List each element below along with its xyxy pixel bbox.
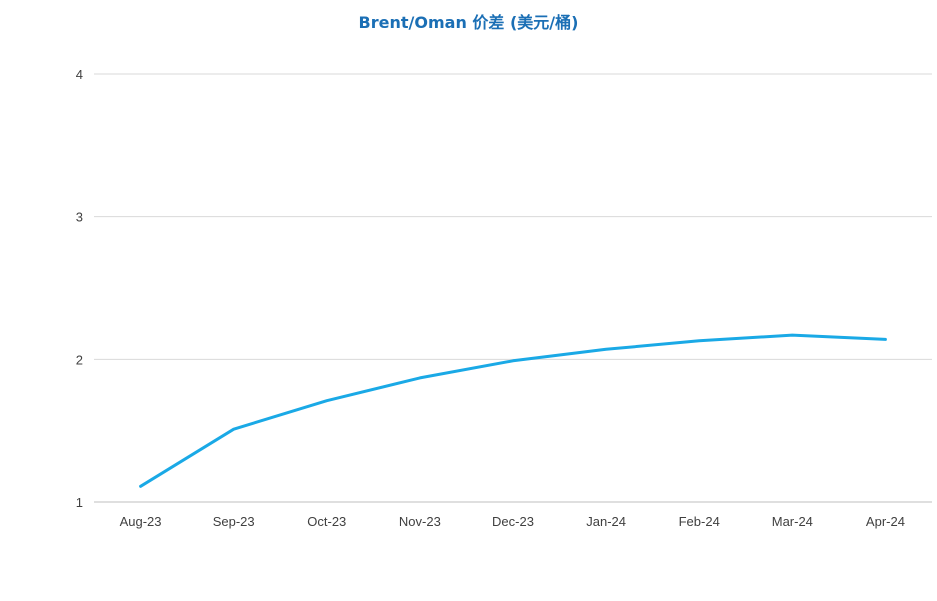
data-point [512, 359, 515, 362]
x-tick-label: Aug-23 [120, 514, 162, 529]
data-point [884, 338, 887, 341]
y-axis-ticks: 1 2 3 4 [76, 67, 83, 510]
x-tick-label: Feb-24 [679, 514, 720, 529]
x-tick-label: Mar-24 [772, 514, 813, 529]
data-point [232, 428, 235, 431]
x-tick-label: Sep-23 [213, 514, 255, 529]
data-point [791, 334, 794, 337]
series-layer [139, 333, 887, 488]
y-tick-label: 1 [76, 495, 83, 510]
data-point [698, 339, 701, 342]
y-tick-label: 3 [76, 210, 83, 225]
data-point [605, 348, 608, 351]
x-tick-label: Dec-23 [492, 514, 534, 529]
x-tick-label: Nov-23 [399, 514, 441, 529]
data-point [418, 376, 421, 379]
x-tick-label: Apr-24 [866, 514, 905, 529]
data-point [139, 485, 142, 488]
y-tick-label: 2 [76, 352, 83, 367]
y-tick-label: 4 [76, 67, 83, 82]
x-tick-label: Jan-24 [586, 514, 626, 529]
series-line [139, 333, 887, 488]
data-point [325, 399, 328, 402]
x-axis-ticks: Aug-23 Sep-23 Oct-23 Nov-23 Dec-23 Jan-24 Feb-… [120, 514, 905, 529]
chart-title: Brent/Oman 价差 (美元/桶) [358, 13, 579, 32]
x-tick-label: Oct-23 [307, 514, 346, 529]
